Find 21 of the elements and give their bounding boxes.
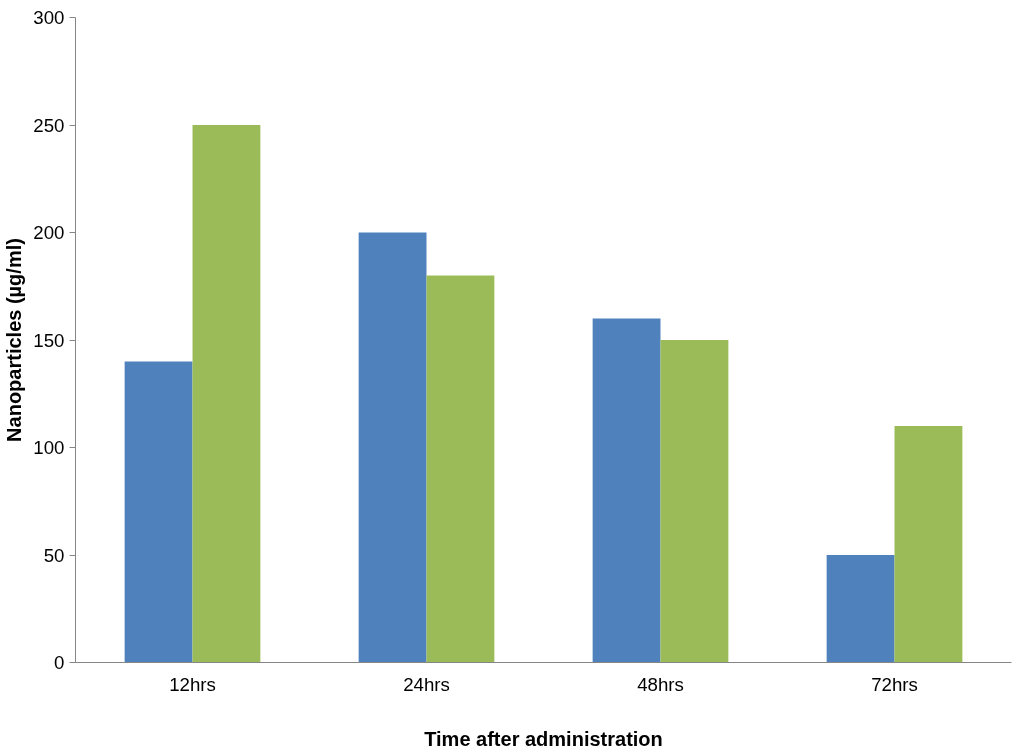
y-tick-label: 0 bbox=[54, 652, 65, 673]
x-axis-title: Time after administration bbox=[424, 727, 663, 750]
bar bbox=[426, 275, 495, 663]
bar bbox=[592, 318, 661, 663]
x-tick-label: 24hrs bbox=[403, 673, 450, 695]
x-tick-label: 12hrs bbox=[169, 673, 216, 695]
y-tick-label: 100 bbox=[33, 437, 65, 458]
bar bbox=[826, 555, 895, 663]
x-tick-label: 72hrs bbox=[871, 673, 918, 695]
y-axis-title: Nanoparticles (µg/ml) bbox=[3, 238, 26, 442]
x-tick-label: 48hrs bbox=[637, 673, 684, 695]
y-tick-label: 150 bbox=[33, 329, 65, 351]
y-tick-label: 50 bbox=[43, 544, 65, 566]
y-tick-label: 250 bbox=[33, 114, 65, 136]
bar bbox=[358, 232, 427, 663]
y-tick-label: 200 bbox=[33, 222, 65, 243]
bar bbox=[660, 340, 729, 663]
y-tick-label: 300 bbox=[33, 7, 65, 28]
bar bbox=[192, 125, 261, 663]
bar bbox=[124, 361, 193, 663]
bar bbox=[894, 426, 963, 663]
